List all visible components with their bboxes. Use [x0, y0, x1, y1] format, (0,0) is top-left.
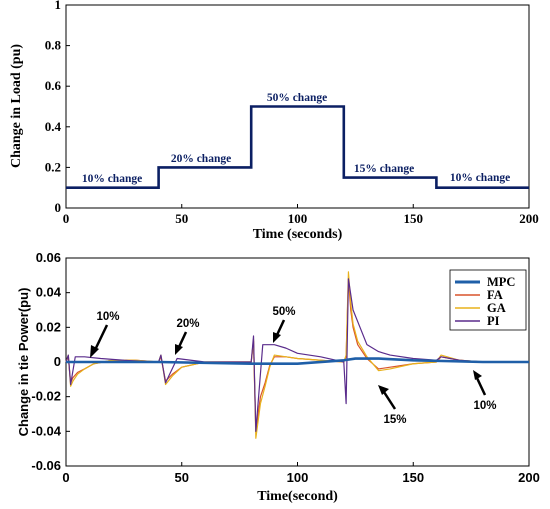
- bottom-annotation-2: 50%: [272, 306, 295, 318]
- bottom-xlabel: Time(second): [257, 489, 338, 504]
- top-tick-marks: [65, 4, 530, 209]
- legend-label-ga: GA: [487, 301, 506, 315]
- bottom-xtick-0: 0: [62, 470, 69, 485]
- legend: MPC FA GA PI: [449, 269, 527, 331]
- bottom-ytick-3: 0: [54, 354, 61, 369]
- legend-label-pi: PI: [487, 314, 500, 328]
- top-load-step-line: [66, 105, 529, 189]
- top-xtick-0: 0: [63, 211, 70, 226]
- bottom-ylabel: Change in tie Power(pu): [16, 288, 31, 437]
- arrow-10pct-left: [93, 324, 109, 351]
- top-xtick-4: 200: [519, 211, 539, 226]
- arrow-50pct-head: [273, 332, 281, 343]
- arrow-10pct-right-head: [473, 370, 482, 380]
- top-annotation-1: 20% change: [171, 153, 231, 165]
- top-ytick-4: 0.8: [45, 38, 62, 53]
- legend-box: [449, 269, 527, 331]
- bottom-annotation-1: 20%: [176, 318, 199, 330]
- top-xtick-2: 100: [288, 211, 308, 226]
- bottom-annotation-0: 10%: [96, 311, 119, 323]
- bottom-xtick-3: 150: [402, 470, 424, 485]
- top-annotation-4: 10% change: [450, 172, 510, 184]
- bottom-ytick-5: 0.04: [36, 285, 62, 300]
- arrow-20pct-head: [175, 344, 183, 355]
- top-annotation-3: 15% change: [354, 163, 414, 175]
- top-ytick-3: 0.6: [45, 78, 62, 93]
- bottom-annotation-4: 10%: [473, 400, 496, 412]
- top-ytick-1: 0.2: [45, 159, 61, 174]
- bottom-xtick-4: 200: [518, 470, 540, 485]
- arrow-10pct-right: [475, 377, 487, 396]
- annotation-arrows: [90, 319, 487, 410]
- top-ytick-2: 0.4: [45, 119, 62, 134]
- top-xtick-3: 150: [404, 211, 424, 226]
- bottom-series-lines: [65, 271, 529, 439]
- bottom-ytick-0: -0.06: [31, 458, 61, 473]
- load-change-chart: 0 50 100 150 200 0 0.2 0.4 0.6 0.8 1 10%…: [9, 0, 539, 242]
- top-xlabel: Time (seconds): [253, 227, 343, 242]
- top-annotation-0: 10% change: [82, 173, 142, 185]
- legend-label-fa: FA: [487, 288, 503, 302]
- series-line-pi: [65, 278, 529, 432]
- tie-power-chart: 0 50 100 150 200 -0.06 -0.04 -0.02 0 0.0…: [16, 250, 540, 504]
- arrow-15pct-head: [378, 385, 389, 395]
- arrow-20pct: [177, 331, 188, 348]
- bottom-xtick-1: 50: [175, 470, 189, 485]
- bottom-annotation-3: 15%: [383, 414, 406, 426]
- legend-label-mpc: MPC: [487, 275, 515, 289]
- arrow-15pct: [382, 391, 397, 410]
- bottom-xtick-2: 100: [287, 470, 309, 485]
- bottom-ytick-1: -0.04: [31, 423, 61, 438]
- arrow-10pct-left-head: [90, 345, 99, 358]
- top-ytick-5: 1: [55, 0, 62, 12]
- bottom-ytick-2: -0.02: [31, 389, 61, 404]
- arrow-50pct: [275, 319, 286, 336]
- bottom-ytick-4: 0.02: [36, 319, 61, 334]
- top-ytick-0: 0: [55, 200, 62, 215]
- top-annotation-2: 50% change: [267, 92, 327, 104]
- top-xtick-1: 50: [175, 211, 188, 226]
- bottom-ytick-6: 0.06: [36, 250, 61, 265]
- top-ylabel: Change in Load (pu): [9, 44, 24, 168]
- series-line-mpc: [66, 357, 529, 366]
